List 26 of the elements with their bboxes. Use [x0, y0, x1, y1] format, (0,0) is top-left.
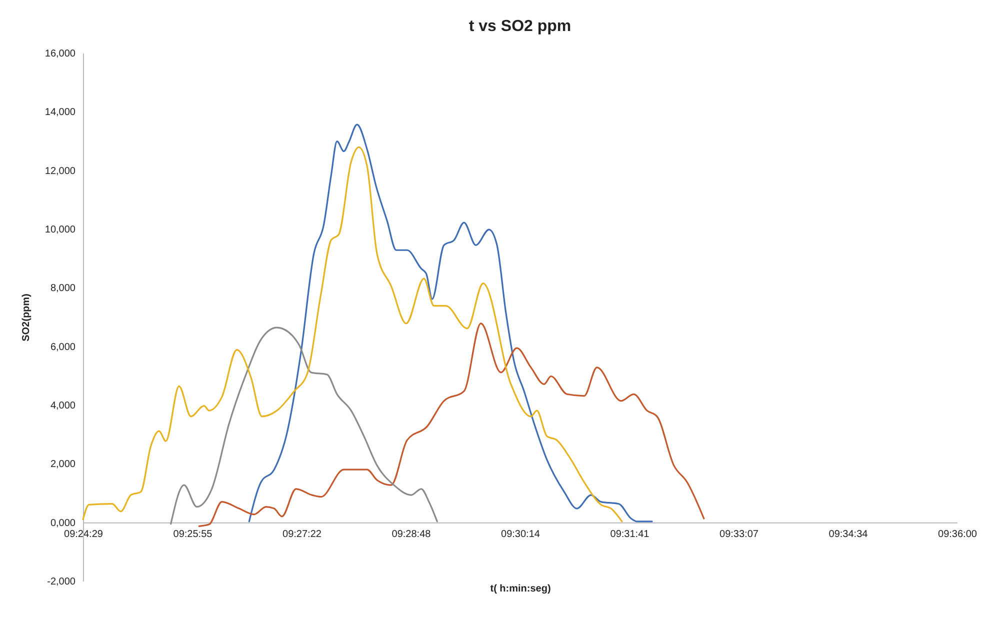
x-tick-label: 09:24:29	[64, 528, 104, 540]
line-series	[170, 326, 438, 525]
y-tick-label: -2,000	[47, 576, 76, 588]
line-series	[82, 146, 623, 522]
y-axis-title: SO2(ppm)	[20, 294, 32, 342]
x-tick-label: 09:30:14	[501, 528, 540, 540]
x-tick-label: 09:28:48	[392, 528, 432, 540]
x-axis-title: t( h:min:seg)	[490, 584, 551, 594]
y-tick-label: 10,000	[44, 224, 76, 236]
x-tick-label: 09:33:07	[720, 528, 759, 540]
chart-title: t vs SO2 ppm	[468, 18, 572, 35]
y-tick-label: 4,000	[50, 400, 76, 412]
x-tick-label: 09:36:00	[938, 528, 978, 540]
x-tick-label: 09:34:34	[828, 528, 868, 540]
y-tick-label: 6,000	[50, 342, 76, 353]
y-tick-label: 8,000	[50, 283, 76, 294]
line-series	[198, 322, 705, 527]
x-tick-label: 09:31:41	[610, 528, 650, 540]
y-tick-label: 14,000	[44, 107, 76, 118]
y-tick-label: 12,000	[44, 166, 76, 177]
x-tick-label: 09:25:55	[173, 528, 213, 540]
x-tick-label: 09:27:22	[282, 528, 322, 540]
line-series	[248, 124, 653, 522]
y-tick-label: 2,000	[50, 459, 76, 470]
y-tick-label: 16,000	[44, 48, 76, 60]
y-tick-label: 0,000	[50, 518, 76, 529]
